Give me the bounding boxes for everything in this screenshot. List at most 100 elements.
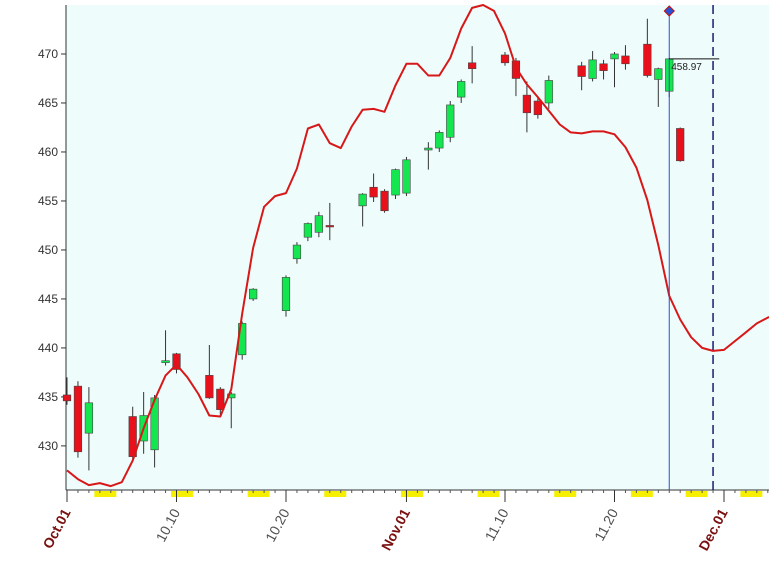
candle [303,222,313,242]
candle [522,81,531,133]
candle-body [249,288,258,300]
candle-body [599,63,608,71]
y-tick-label: 430 [38,439,58,453]
x-tick-label: Oct.01 [39,506,73,551]
y-tick-label: 440 [38,341,58,355]
candle [468,46,477,84]
candle-body [522,94,531,114]
candle-body [435,132,444,149]
candle-body [325,225,334,228]
candle [292,242,302,264]
candle-body [500,54,510,64]
candle-body [73,385,83,453]
y-tick-label: 460 [38,145,58,159]
candle-body [643,43,652,76]
candle [533,97,542,119]
candle [391,168,400,199]
last-price-label: 458.97 [671,62,702,73]
y-tick-label: 470 [38,47,58,61]
candle-body [588,59,597,79]
candle-body [227,393,236,399]
weekend-marker [400,491,423,497]
candle [588,51,597,82]
candle-body [610,53,619,60]
candle-body [281,277,291,311]
weekend-marker [170,491,193,497]
candle [424,142,433,170]
candle-body [654,68,663,80]
moving-average-line [66,4,769,488]
x-tick-label: Nov.01 [378,506,413,553]
weekend-marker [247,491,270,497]
candle-body [303,223,313,238]
weekend-marker [94,491,117,497]
moving-average [66,4,769,488]
candle [216,387,225,415]
y-tick-label: 450 [38,243,58,257]
candle-body [676,128,685,162]
candle [161,330,170,366]
x-tick-label: 11.20 [591,506,621,544]
candle [128,406,137,461]
markers: 458.97 [663,5,720,490]
candle [577,61,586,91]
candle [676,127,685,162]
candle [643,18,652,78]
candle [610,52,619,88]
candle [621,45,630,70]
candle-body [128,416,137,457]
weekend-marker [685,491,708,497]
weekend-marker [740,491,763,497]
candle-body [468,62,477,69]
weekend-marker [324,491,347,497]
candle-body [216,388,225,410]
y-axis: 430 435 440 445 450 455 460 465 470 [38,5,67,490]
candle [544,75,553,109]
candle [446,101,455,143]
candle-body [402,159,411,194]
y-tick-label: 435 [38,390,58,404]
candle [249,288,258,301]
last-bar-diamond [663,5,675,17]
candle-body [369,186,378,198]
candle [205,344,214,399]
candle-body [533,100,542,116]
candle [435,130,444,152]
candle [654,67,663,107]
weekend-marker [630,491,653,497]
candle-body [424,147,433,151]
candle [172,352,181,374]
candle-body [62,394,72,402]
candle-body [511,60,521,79]
candle [457,79,466,103]
candle [227,392,236,429]
candle-body [577,65,586,77]
candle [325,202,334,241]
candle [599,59,608,80]
candle-body [358,193,367,207]
candle [73,381,83,458]
candle-body [446,104,455,138]
x-tick-label: 11.10 [482,506,512,544]
candle-body [84,402,93,434]
candle-body [314,215,323,233]
candle-body [621,55,630,65]
x-tick-label: Dec.01 [695,506,730,554]
candle [380,189,389,213]
x-tick-label: 10.20 [262,506,293,545]
x-tick-label: 10.10 [153,506,184,545]
candle-body [172,353,181,370]
candle [84,387,93,471]
candle-body [544,80,553,104]
candle-body [457,81,466,98]
candle-body [161,360,170,363]
candle-body [380,190,389,212]
candle [500,52,510,66]
y-tick-label: 445 [38,292,58,306]
candle-body [205,375,214,399]
candles [62,18,685,471]
candle [358,193,367,227]
y-tick-label: 465 [38,96,58,110]
candle [369,173,378,202]
